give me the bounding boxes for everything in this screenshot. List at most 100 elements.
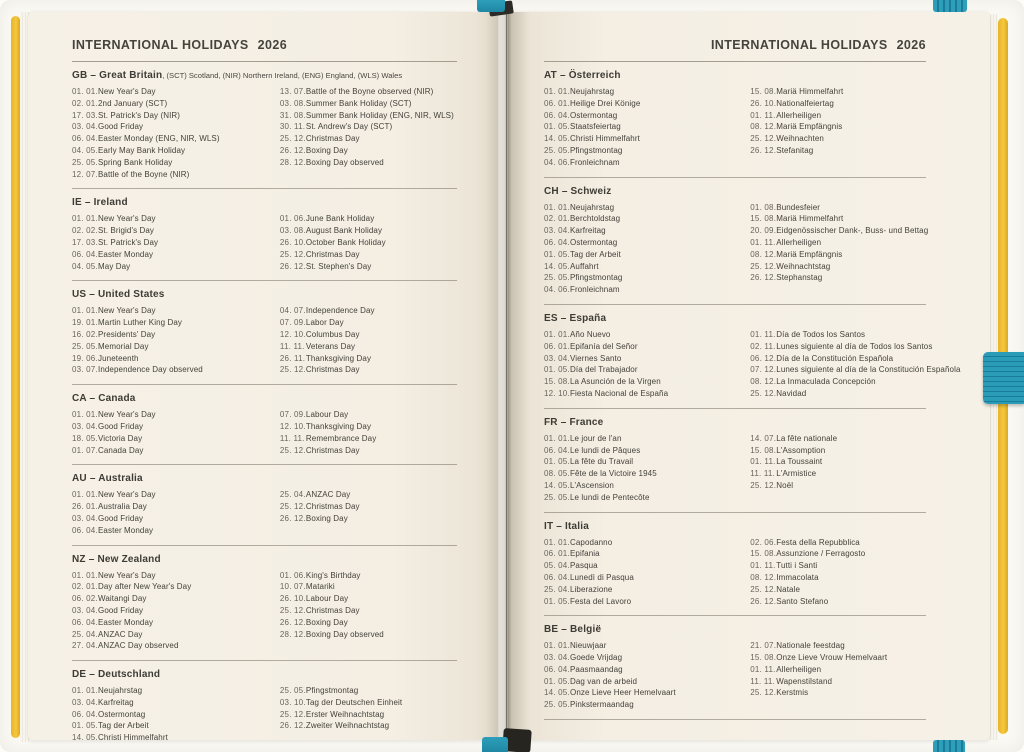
holiday-name: Staatsfeiertag <box>570 122 621 132</box>
holiday-date: 01. 01. <box>544 202 570 212</box>
country-header-ie: IE – Ireland <box>72 196 457 209</box>
holiday-date: 06. 12. <box>750 353 777 363</box>
holiday-column: 25. 04. ANZAC Day 25. 12. Christmas Day 26. … <box>280 489 457 536</box>
holiday-date: 25. 12. <box>279 249 306 259</box>
holiday-name: Matariki <box>305 582 335 592</box>
holiday-date: 12. 10. <box>279 421 306 431</box>
holiday-entry: 02. 01. Berchtoldstag <box>544 213 750 225</box>
holiday-entry: 06. 04. Lunedì di Pasqua <box>544 572 750 584</box>
holiday-name: Mariä Empfängnis <box>776 122 843 132</box>
holiday-entry: 20. 09. Eidgenössischer Dank-, Buss- und … <box>750 225 928 237</box>
holiday-columns: 01. 01. Año Nuevo 06. 01. Epifanía del Seño… <box>544 329 960 400</box>
holiday-name: Christmas Day <box>305 249 360 259</box>
holiday-column: 01. 08. Bundesfeier 15. 08. Mariä Himmelfah… <box>750 202 928 296</box>
holiday-entry: 01. 01. New Year's Day <box>72 213 280 225</box>
holiday-date: 31. 08. <box>279 110 306 120</box>
holiday-name: Mariä Empfängnis <box>776 249 843 259</box>
holiday-entry: 27. 04. ANZAC Day observed <box>72 640 280 652</box>
holiday-name: Early May Bank Holiday <box>98 145 186 155</box>
holiday-entry: 04. 07. Independence Day <box>280 305 457 317</box>
holiday-date: 25. 12. <box>279 365 306 375</box>
holiday-date: 06. 04. <box>72 249 98 259</box>
holiday-entry: 12. 07. Battle of the Boyne (NIR) <box>72 169 280 181</box>
country-section-ch: CH – Schweiz 01. 01. Neujahrstag 02. 01. Ber… <box>544 178 928 305</box>
holiday-date: 15. 08. <box>750 214 777 224</box>
holiday-column: 01. 01. New Year's Day 26. 01. Australia Da… <box>72 489 280 536</box>
country-title: GB – Great Britain <box>72 70 163 81</box>
holiday-name: Easter Monday <box>98 525 154 535</box>
elastic-band-top <box>933 0 967 12</box>
holiday-name: August Bank Holiday <box>305 226 383 236</box>
holiday-date: 08. 12. <box>750 377 777 387</box>
holiday-name: Viernes Santo <box>570 353 622 363</box>
bookmark-ribbon-teal-bottom <box>482 737 508 752</box>
holiday-entry: 01. 05. Staatsfeiertag <box>544 121 750 133</box>
country-header-ch: CH – Schweiz <box>544 185 926 198</box>
holiday-name: Christi Himmelfahrt <box>570 134 640 144</box>
holiday-date: 14. 05. <box>544 134 570 144</box>
holiday-date: 26. 10. <box>750 98 777 108</box>
holiday-date: 08. 12. <box>750 249 777 259</box>
holiday-name: Allerheiligen <box>776 237 822 247</box>
holiday-name: Capodanno <box>570 537 613 547</box>
holiday-name: Boxing Day observed <box>305 629 384 639</box>
holiday-entry: 25. 05. Pfingstmontag <box>544 272 750 284</box>
holiday-name: Kerstmis <box>776 688 809 698</box>
holiday-column: 21. 07. Nationale feestdag 15. 08. Onze Lie… <box>750 640 926 711</box>
holiday-entry: 01. 11. Día de Todos los Santos <box>750 329 960 341</box>
holiday-date: 27. 04. <box>72 641 98 651</box>
holiday-name: Noël <box>776 480 794 490</box>
holiday-name: Nieuwjaar <box>570 641 607 651</box>
holiday-name: La Toussaint <box>776 457 823 467</box>
holiday-name: L'Ascension <box>570 480 614 490</box>
holiday-entry: 14. 07. La fête nationale <box>750 433 926 445</box>
page-title-year: 2026 <box>257 38 288 52</box>
holiday-date: 07. 09. <box>279 410 306 420</box>
holiday-date: 11. 11. <box>750 676 775 686</box>
holiday-column: 01. 01. New Year's Day 19. 01. Martin Luthe… <box>72 305 280 376</box>
holiday-entry: 06. 04. Paasmaandag <box>544 664 750 676</box>
holiday-name: Mariä Himmelfahrt <box>776 214 844 224</box>
holiday-date: 01. 05. <box>544 676 570 686</box>
holiday-entry: 06. 04. Ostermontag <box>72 709 280 721</box>
holiday-date: 04. 06. <box>544 285 570 295</box>
holiday-date: 08. 12. <box>750 572 777 582</box>
holiday-date: 02. 06. <box>750 537 777 547</box>
holiday-name: Tutti i Santi <box>776 561 818 571</box>
holiday-name: Boxing Day <box>305 145 348 155</box>
holiday-entry: 08. 05. Fête de la Victoire 1945 <box>544 468 750 480</box>
holiday-date: 10. 07. <box>279 582 306 592</box>
holiday-name: Día de Todos los Santos <box>776 329 866 339</box>
holiday-date: 01. 01. <box>544 641 570 651</box>
holiday-date: 01. 11. <box>750 237 776 247</box>
country-title: BE – België <box>544 624 602 636</box>
country-section-es: ES – España 01. 01. Año Nuevo 06. 01. Epifan… <box>544 305 960 409</box>
holiday-name: Karfreitag <box>98 697 134 707</box>
holiday-name: 2nd January (SCT) <box>98 98 168 108</box>
holiday-date: 06. 04. <box>72 134 98 144</box>
holiday-name: Tag der Deutschen Einheit <box>305 697 403 707</box>
holiday-name: Lunes siguiente al día de Todos los Sant… <box>776 341 933 351</box>
holiday-entry: 25. 12. Weihnachten <box>750 133 926 145</box>
holiday-entry: 15. 08. L'Assomption <box>750 445 926 457</box>
holiday-entry: 03. 04. Viernes Santo <box>544 353 750 365</box>
holiday-name: Ostermontag <box>570 110 618 120</box>
holiday-name: Columbus Day <box>305 329 360 339</box>
holiday-name: Neujahrstag <box>98 686 143 696</box>
holiday-entry: 30. 11. St. Andrew's Day (SCT) <box>280 121 457 133</box>
holiday-entry: 16. 02. Presidents' Day <box>72 329 280 341</box>
holiday-date: 02. 01. <box>544 214 570 224</box>
holiday-entry: 15. 08. Onze Lieve Vrouw Hemelvaart <box>750 652 926 664</box>
holiday-entry: 03. 04. Karfreitag <box>544 225 750 237</box>
holiday-entry: 01. 01. Le jour de l'an <box>544 433 750 445</box>
holiday-date: 12. 10. <box>544 388 570 398</box>
holiday-column: 15. 08. Mariä Himmelfahrt 26. 10. Nationalf… <box>750 86 926 169</box>
holiday-date: 01. 08. <box>750 202 777 212</box>
holiday-name: L'Armistice <box>776 469 817 479</box>
holiday-date: 25. 12. <box>279 502 306 512</box>
holiday-entry: 06. 01. Epifania <box>544 548 750 560</box>
holiday-date: 25. 05. <box>544 492 570 502</box>
holiday-name: Erster Weihnachtstag <box>305 709 385 719</box>
holiday-date: 14. 05. <box>544 688 570 698</box>
holiday-name: Día del Trabajador <box>570 365 638 375</box>
